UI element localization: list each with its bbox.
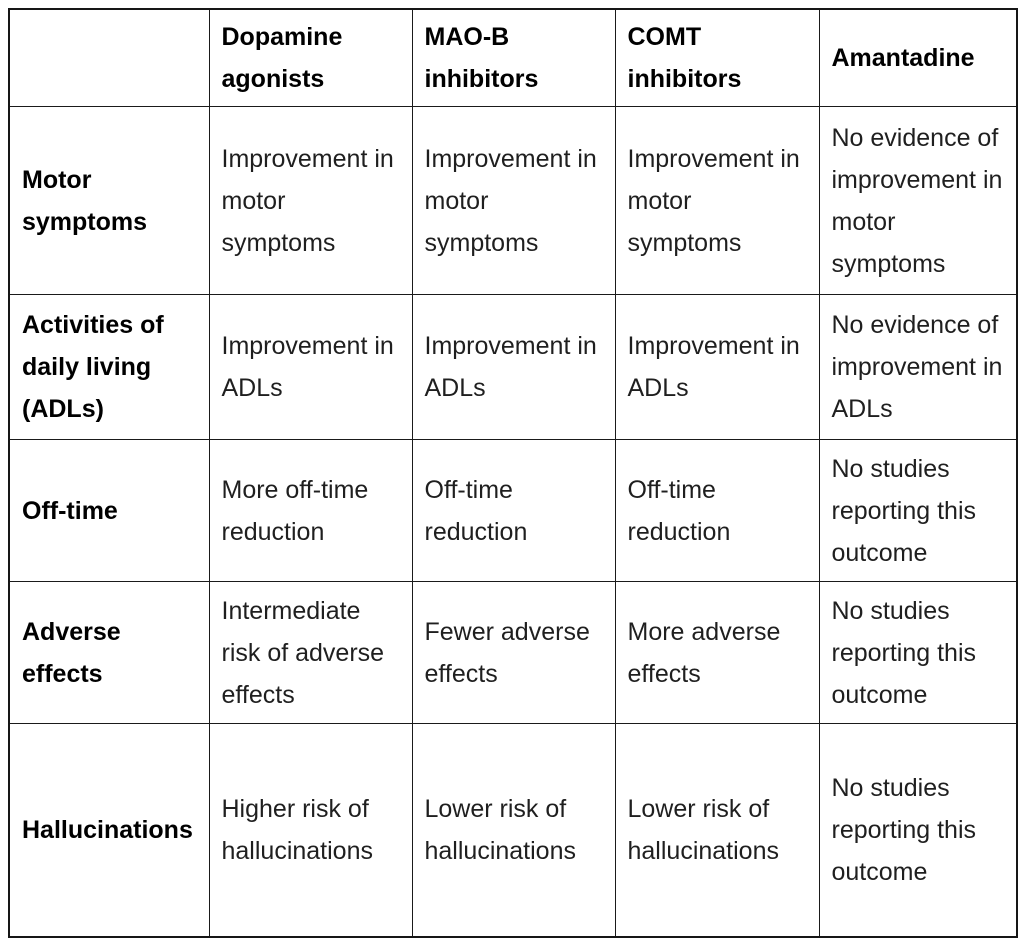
header-cell-amantadine: Amantadine — [818, 8, 1018, 107]
row-label-adverse-effects: Adverse effects — [8, 581, 210, 724]
table-cell: Improvement in motor symptoms — [411, 106, 616, 295]
table-row-adverse-effects: Adverse effects Intermediate risk of adv… — [8, 581, 1018, 724]
table-cell: Improvement in ADLs — [614, 294, 820, 440]
table-cell: Off-time reduction — [614, 439, 820, 582]
header-cell-maob-inhibitors: MAO-B inhibitors — [411, 8, 616, 107]
table-cell: Fewer adverse effects — [411, 581, 616, 724]
header-cell-dopamine-agonists: Dopamine agonists — [208, 8, 413, 107]
table-cell: Lower risk of hallucinations — [614, 723, 820, 937]
medication-comparison-table: Dopamine agonists MAO-B inhibitors COMT … — [8, 8, 1018, 938]
header-cell-comt-inhibitors: COMT inhibitors — [614, 8, 820, 107]
table-row-motor-symptoms: Motor symptoms Improvement in motor symp… — [8, 106, 1018, 295]
table-cell: Lower risk of hallucinations — [411, 723, 616, 937]
table-cell: No evidence of improvement in motor symp… — [818, 106, 1018, 295]
row-label-motor-symptoms: Motor symptoms — [8, 106, 210, 295]
table-cell: Improvement in motor symptoms — [614, 106, 820, 295]
row-label-adls: Activities of daily living (ADLs) — [8, 294, 210, 440]
table-cell: Intermediate risk of adverse effects — [208, 581, 413, 724]
table-row-off-time: Off-time More off-time reduction Off-tim… — [8, 439, 1018, 582]
table-cell: No studies reporting this outcome — [818, 581, 1018, 724]
table-cell: No studies reporting this outcome — [818, 439, 1018, 582]
table-cell: Improvement in motor symptoms — [208, 106, 413, 295]
table-row-adls: Activities of daily living (ADLs) Improv… — [8, 294, 1018, 440]
header-cell-blank — [8, 8, 210, 107]
row-label-hallucinations: Hallucinations — [8, 723, 210, 937]
table-cell: More adverse effects — [614, 581, 820, 724]
table-cell: More off-time reduction — [208, 439, 413, 582]
table-cell: No studies reporting this outcome — [818, 723, 1018, 937]
table-cell: Improvement in ADLs — [411, 294, 616, 440]
table-cell: Higher risk of hallucinations — [208, 723, 413, 937]
table-cell: Improvement in ADLs — [208, 294, 413, 440]
row-label-off-time: Off-time — [8, 439, 210, 582]
table-cell: Off-time reduction — [411, 439, 616, 582]
table-row-hallucinations: Hallucinations Higher risk of hallucinat… — [8, 723, 1018, 937]
table-cell: No evidence of improvement in ADLs — [818, 294, 1018, 440]
header-row: Dopamine agonists MAO-B inhibitors COMT … — [8, 8, 1018, 107]
